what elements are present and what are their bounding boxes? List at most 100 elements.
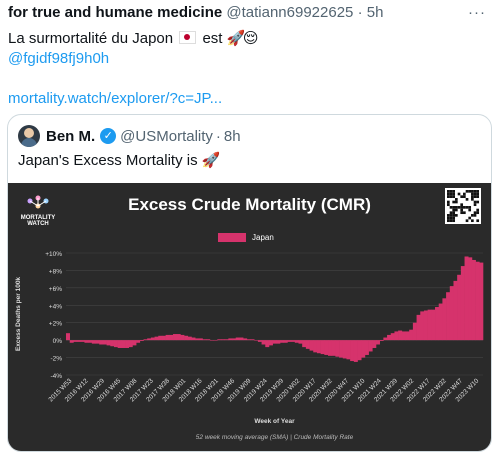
quoted-text-body: Japan's Excess Mortality is bbox=[18, 152, 198, 169]
data-bar bbox=[77, 340, 82, 342]
data-bar bbox=[431, 309, 436, 341]
avatar[interactable] bbox=[18, 125, 40, 147]
qr-module bbox=[476, 208, 480, 212]
y-tick-label: -2% bbox=[50, 356, 62, 363]
data-bar bbox=[464, 256, 469, 341]
quoted-text: Japan's Excess Mortality is 🚀 bbox=[18, 151, 221, 169]
qr-module bbox=[468, 208, 472, 212]
data-bar bbox=[198, 338, 203, 341]
qr-module bbox=[452, 208, 456, 212]
qr-module bbox=[465, 198, 469, 201]
qr-module bbox=[455, 206, 458, 209]
qr-module bbox=[452, 211, 456, 215]
data-bar bbox=[390, 333, 395, 341]
logo-mark-icon bbox=[27, 195, 49, 209]
more-options-icon[interactable]: ··· bbox=[468, 4, 486, 21]
data-bar bbox=[372, 340, 377, 348]
data-bar bbox=[357, 340, 362, 361]
data-bar bbox=[220, 339, 225, 341]
qr-module bbox=[449, 190, 453, 193]
logo-text-line-1: MORTALITY bbox=[20, 215, 56, 221]
data-bar bbox=[106, 340, 111, 346]
data-bar bbox=[475, 261, 480, 341]
data-bar bbox=[69, 340, 74, 343]
tweet-time[interactable]: 5h bbox=[366, 4, 384, 21]
qr-module bbox=[460, 206, 464, 209]
data-bar bbox=[339, 340, 344, 358]
qr-module bbox=[460, 203, 464, 207]
qr-module bbox=[463, 211, 466, 215]
data-bar bbox=[342, 340, 347, 359]
data-bar bbox=[228, 338, 233, 341]
data-bar bbox=[243, 338, 248, 341]
data-bar bbox=[232, 338, 237, 341]
qr-module bbox=[449, 195, 453, 199]
data-bar bbox=[187, 336, 192, 341]
qr-module bbox=[455, 208, 458, 212]
quoted-tweet-card[interactable]: Ben M. ✓ @USMortality · 8h Japan's Exces… bbox=[7, 114, 492, 452]
data-bar bbox=[265, 340, 270, 348]
qr-module bbox=[457, 192, 461, 196]
qr-module bbox=[465, 206, 469, 209]
data-bar bbox=[416, 314, 421, 341]
data-bar bbox=[117, 340, 122, 348]
japan-flag-icon bbox=[179, 31, 197, 44]
data-bar bbox=[195, 338, 200, 341]
qr-module bbox=[460, 195, 464, 199]
tweet-text: La surmortalité du Japon est 🚀😌 @fgidf98… bbox=[8, 29, 478, 109]
data-bar bbox=[209, 340, 214, 341]
data-bar bbox=[254, 340, 259, 341]
data-bar bbox=[143, 339, 148, 341]
rocket-icon: 🚀 bbox=[201, 152, 221, 169]
quoted-time[interactable]: 8h bbox=[223, 127, 241, 145]
qr-module bbox=[468, 216, 472, 220]
data-bar bbox=[191, 337, 196, 341]
qr-module bbox=[460, 211, 464, 215]
data-bar bbox=[346, 340, 351, 360]
qr-module bbox=[476, 190, 480, 193]
rocket-icon: 🚀 bbox=[226, 30, 246, 47]
data-bar bbox=[136, 340, 141, 343]
data-bar bbox=[468, 257, 473, 341]
data-bar bbox=[158, 335, 163, 341]
qr-module bbox=[465, 190, 469, 193]
qr-module bbox=[476, 192, 480, 196]
quoted-author-name[interactable]: Ben M. bbox=[46, 127, 96, 145]
data-bar bbox=[412, 322, 417, 341]
qr-module bbox=[447, 195, 450, 199]
data-bar bbox=[73, 340, 78, 342]
data-bar bbox=[423, 310, 428, 341]
mention-link[interactable]: @fgidf98fj9h0h bbox=[8, 50, 110, 67]
data-bar bbox=[283, 340, 288, 343]
qr-module bbox=[452, 195, 456, 199]
data-bar bbox=[121, 340, 126, 348]
qr-module bbox=[455, 198, 458, 201]
data-bar bbox=[257, 340, 262, 342]
data-bar bbox=[202, 339, 207, 341]
logo-text-line-2: WATCH bbox=[27, 221, 49, 227]
author-handle[interactable]: @tatiann69922625 bbox=[226, 4, 354, 21]
data-bar bbox=[442, 298, 447, 341]
data-bar bbox=[91, 340, 96, 344]
data-bar bbox=[184, 335, 189, 341]
data-bar bbox=[409, 329, 414, 341]
qr-module bbox=[465, 219, 469, 223]
data-bar bbox=[401, 331, 406, 341]
y-tick-label: +4% bbox=[49, 303, 62, 310]
qr-module bbox=[447, 192, 450, 196]
explorer-link[interactable]: mortality.watch/explorer/?c=JP... bbox=[8, 90, 223, 107]
qr-module bbox=[463, 206, 466, 209]
quoted-handle[interactable]: @USMortality bbox=[120, 127, 213, 145]
data-bar bbox=[66, 333, 70, 341]
data-bar bbox=[294, 340, 299, 343]
author-name[interactable]: for true and humane medicine bbox=[8, 4, 223, 21]
data-bar bbox=[287, 340, 292, 342]
chart-image[interactable]: MORTALITY WATCH Excess Crude Mortality (… bbox=[8, 183, 491, 451]
qr-module bbox=[471, 198, 474, 201]
qr-module bbox=[468, 190, 472, 193]
data-bar bbox=[272, 340, 277, 344]
qr-module bbox=[452, 216, 456, 220]
quoted-separator-dot: · bbox=[215, 127, 221, 145]
data-bar bbox=[84, 340, 89, 343]
